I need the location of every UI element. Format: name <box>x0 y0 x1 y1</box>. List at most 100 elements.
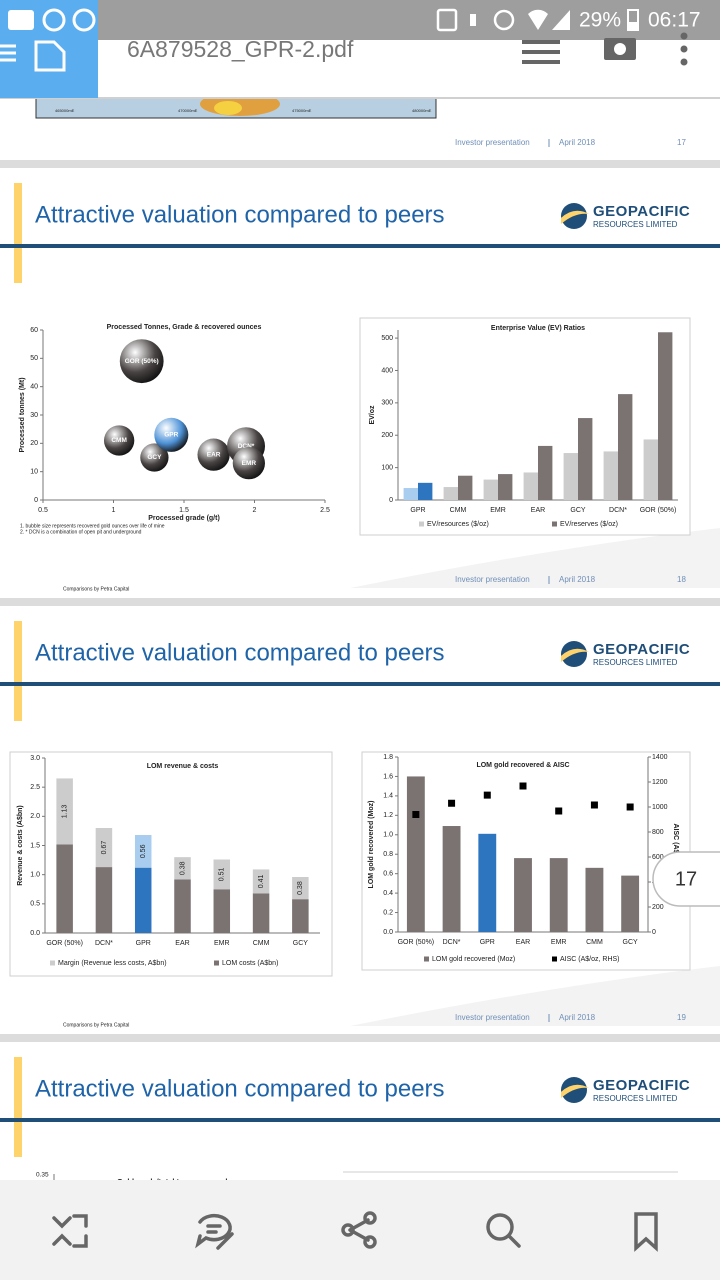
source-note: Comparisons by Petra Capital <box>63 586 129 592</box>
bubble <box>140 443 169 472</box>
map-label: 470000mE <box>178 108 198 113</box>
bar <box>523 472 538 500</box>
marker <box>412 811 420 818</box>
bar <box>292 877 309 900</box>
bubble <box>232 447 265 480</box>
search-button[interactable] <box>486 1213 514 1241</box>
bubble-label: EAR <box>207 451 221 458</box>
y-tick-label: 3.0 <box>30 755 40 762</box>
toolbar <box>0 40 720 98</box>
y2-tick-label: 1000 <box>652 804 668 811</box>
share-node <box>341 1223 355 1237</box>
page-indicator[interactable] <box>652 851 720 907</box>
bar <box>134 867 152 933</box>
legend-label: AISC (A$/oz, RHS) <box>560 956 620 963</box>
more-icon[interactable] <box>680 32 688 66</box>
bar <box>252 869 270 894</box>
x-tick-label: 1 <box>112 507 116 514</box>
bar <box>483 479 498 500</box>
legend-swatch <box>552 956 557 962</box>
y-tick-label: 200 <box>381 432 393 439</box>
chart: Processed Tonnes, Grade & recovered ounc… <box>19 324 330 522</box>
y2-axis-label: AISC (A$/oz) <box>672 824 679 866</box>
document-view: 465000mE 470000mE 475000mE 480000mE Investor… <box>0 98 720 1180</box>
legend-label: LOM costs (A$bn) <box>222 960 278 967</box>
x-tick-label: DCN* <box>95 940 113 947</box>
bar <box>56 844 73 933</box>
menu-icon[interactable] <box>0 44 16 62</box>
chart-frame <box>359 317 691 536</box>
bar <box>578 418 593 500</box>
accent-bar <box>14 183 22 283</box>
y2-tick-label: 800 <box>652 829 664 836</box>
status-bar <box>0 0 720 40</box>
slide-title: Attractive valuation compared to peers <box>35 1075 445 1102</box>
document-title: 6A879528_GPR-2.pdf <box>127 36 354 62</box>
battery-level: 29% <box>579 9 621 32</box>
bar <box>498 474 513 500</box>
y-tick-label: 0.6 <box>383 871 393 878</box>
bar <box>174 879 191 933</box>
page-number: 18 <box>677 575 686 584</box>
y-tick-label: 1.5 <box>30 842 40 849</box>
y-tick-label: 2.0 <box>30 813 40 820</box>
logo-name: GEOPACIFIC <box>593 203 690 220</box>
y-tick-label: 50 <box>30 355 38 362</box>
chart-note: 2. * DCN is a combination of open pit an… <box>20 529 142 535</box>
x-tick-label: EMR <box>551 939 567 946</box>
logo-mark <box>561 1077 587 1103</box>
y-tick-label: 0 <box>34 497 38 504</box>
x-tick-label: GCY <box>293 940 309 947</box>
bubble <box>103 425 135 456</box>
data-label: 0.38 <box>297 881 304 895</box>
footer-text: Investor presentation <box>455 138 530 147</box>
marker <box>483 791 491 799</box>
bubble-label: CMM <box>111 437 127 444</box>
legend-swatch <box>552 521 557 527</box>
legend-label: EV/reserves ($/oz) <box>560 521 618 528</box>
bar <box>603 451 618 500</box>
comment-button[interactable] <box>195 1213 234 1250</box>
chart-title: Processed Tonnes, Grade & recovered ounc… <box>107 324 262 331</box>
legend-swatch <box>50 960 55 966</box>
logo-mark <box>561 203 587 229</box>
y-tick-label: 2.5 <box>30 784 40 791</box>
footer-text: Investor presentation <box>455 575 530 584</box>
chart: LOM gold recovered & AISC 0.0 0.2 0.4 0.6 0.8… <box>361 751 691 971</box>
bar <box>213 859 231 890</box>
status-icon <box>8 10 34 30</box>
page-number: 17 <box>677 138 686 147</box>
data-label: 0.56 <box>140 844 147 858</box>
footer-text: Investor presentation <box>455 1013 530 1022</box>
logo-subtitle: RESOURCES LIMITED <box>593 1094 678 1103</box>
title-rule <box>0 1118 720 1122</box>
legend-label: EV/resources ($/oz) <box>427 521 489 528</box>
y-tick-label: 1.0 <box>30 872 40 879</box>
y-axis-label: EV/oz <box>369 405 376 425</box>
list-icon[interactable] <box>522 40 560 64</box>
bar <box>658 332 673 500</box>
title-rule <box>0 244 720 248</box>
bar <box>174 857 191 880</box>
bar <box>95 828 113 868</box>
legend-swatch <box>424 956 429 962</box>
document-icon[interactable] <box>34 40 66 72</box>
status-icons <box>436 8 639 32</box>
accent-bar <box>14 621 22 721</box>
chart-title: LOM revenue & costs <box>147 763 219 770</box>
logo-mark <box>561 641 587 667</box>
bubble-label: GCY <box>147 454 162 461</box>
footer-date: April 2018 <box>559 138 596 147</box>
y-tick-label: 1.6 <box>383 773 393 780</box>
y-tick-label: 0.8 <box>383 851 393 858</box>
clock: 06:17 <box>648 9 701 32</box>
bar <box>56 778 73 845</box>
y-axis-label: Processed tonnes (Mt) <box>19 377 26 452</box>
x-tick-label: CMM <box>450 507 467 514</box>
reflow-button[interactable] <box>52 1214 88 1248</box>
x-axis-label: Processed grade (g/t) <box>148 515 220 522</box>
map-feature <box>214 101 242 115</box>
bookmark-button[interactable] <box>634 1212 658 1252</box>
